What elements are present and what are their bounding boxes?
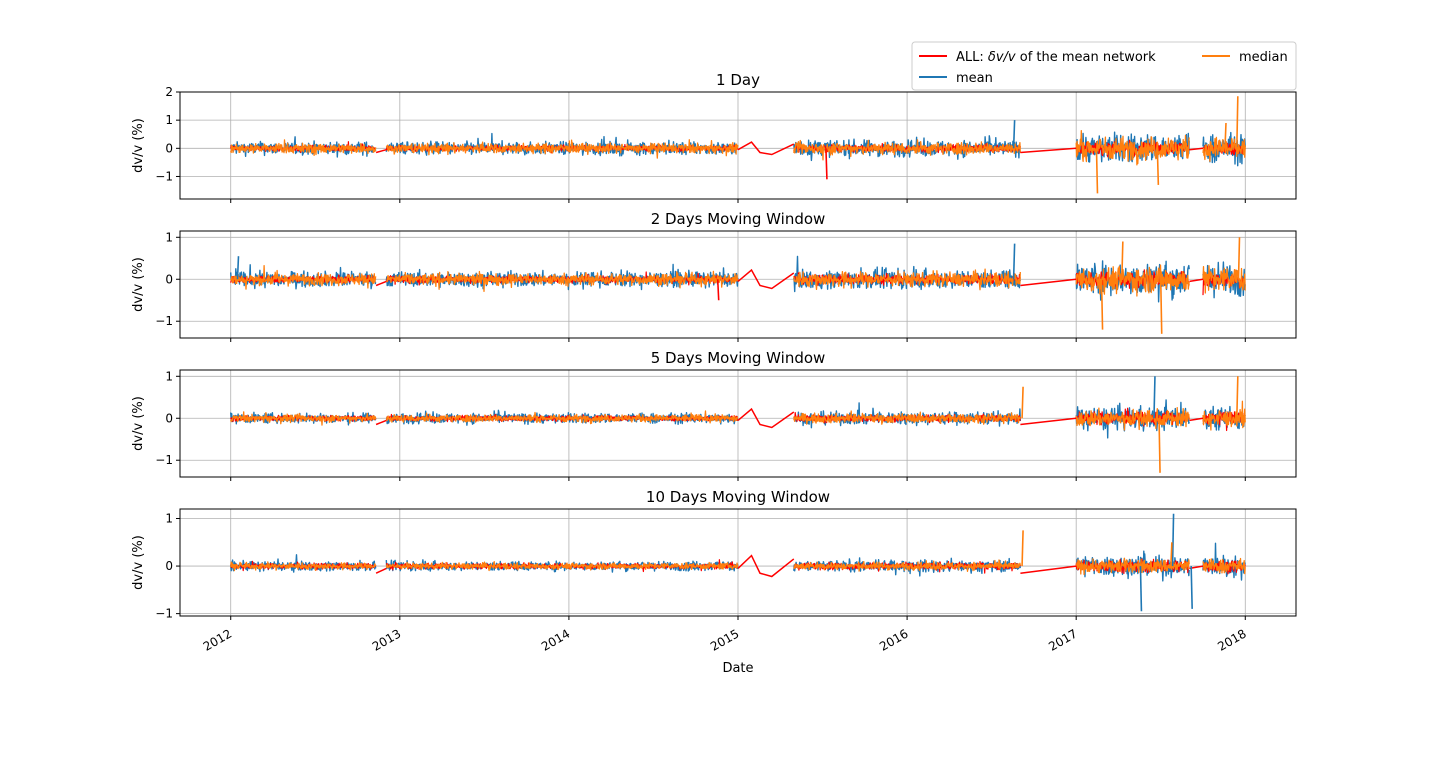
all-connector — [737, 268, 795, 290]
all-connector — [1189, 278, 1204, 283]
spike-mark — [1012, 120, 1016, 149]
x-tick-label: 2012 — [201, 626, 234, 653]
spike-mark — [716, 279, 720, 301]
spike-mark — [1190, 566, 1193, 609]
spike-mark — [1139, 566, 1143, 612]
y-tick-label: −1 — [155, 607, 173, 621]
all-connector — [1020, 417, 1077, 426]
all-connector — [1189, 417, 1204, 422]
x-tick-label: 2015 — [708, 626, 741, 653]
all-connector — [375, 419, 387, 426]
subplot-stack: −1 0 1 2 1 Day dv/v (%) −1 0 1 2 Days Moving Wind… — [131, 71, 1297, 654]
x-tick-label: 2017 — [1046, 626, 1079, 653]
y-tick-label: 0 — [165, 272, 173, 286]
all-connector — [737, 141, 795, 156]
spike-mark — [1158, 418, 1161, 473]
spike-mark — [825, 148, 828, 180]
spike-mark — [1156, 148, 1160, 185]
y-tick-label: 1 — [165, 512, 173, 526]
spike-mark — [1236, 376, 1239, 419]
plot-area — [230, 96, 1246, 194]
plot-area — [230, 237, 1246, 334]
spike-mark — [1021, 530, 1024, 567]
all-connector — [737, 554, 795, 578]
y-tick-label: −1 — [155, 453, 173, 467]
y-tick-label: 1 — [165, 230, 173, 244]
all-connector — [375, 280, 387, 287]
y-tick-label: 1 — [165, 369, 173, 383]
subplot-4: −1 0 1 10 Days Moving Window dv/v (%) — [131, 488, 1297, 621]
y-axis-label: dv/v (%) — [131, 257, 146, 312]
y-tick-label: −1 — [155, 169, 173, 183]
series-line-median — [230, 400, 1246, 431]
series-line-median — [230, 264, 1246, 297]
subplot-1: −1 0 1 2 1 Day dv/v (%) — [131, 71, 1297, 203]
y-tick-label: 0 — [165, 559, 173, 573]
spike-mark — [1159, 279, 1163, 334]
series-line-median — [230, 129, 1246, 166]
all-connector — [737, 407, 795, 429]
spike-mark — [1170, 542, 1173, 567]
y-tick-label: −1 — [155, 314, 173, 328]
x-tick-label: 2016 — [877, 626, 910, 653]
spike-mark — [1012, 243, 1016, 280]
subplot-title: 1 Day — [716, 71, 760, 89]
all-connector — [375, 148, 387, 154]
legend: ALL: δv/v of the mean network mean media… — [911, 41, 1297, 91]
y-tick-label: 0 — [165, 411, 173, 425]
plot-area — [230, 376, 1246, 473]
subplot-2: −1 0 1 2 Days Moving Window dv/v (%) — [131, 210, 1297, 342]
spike-mark — [1224, 122, 1227, 149]
legend-label-median: median — [1239, 50, 1288, 65]
subplot-title: 5 Days Moving Window — [651, 349, 826, 367]
spike-mark — [236, 256, 240, 280]
all-connector — [1020, 147, 1077, 154]
x-tick-label: 2013 — [370, 626, 403, 653]
spike-mark — [1237, 237, 1241, 280]
subplot-title: 10 Days Moving Window — [646, 488, 830, 506]
x-tick-label: 2014 — [539, 626, 572, 653]
all-connector — [375, 567, 387, 574]
spike-mark — [1021, 386, 1024, 419]
subplot-title: 2 Days Moving Window — [651, 210, 826, 228]
y-tick-label: 0 — [165, 141, 173, 155]
legend-frame — [911, 41, 1297, 91]
subplot-3: −1 0 1 5 Days Moving Window dv/v (%) — [131, 349, 1297, 481]
x-axis-label: Date — [722, 661, 753, 676]
spike-mark — [1100, 279, 1104, 330]
all-connector — [1020, 565, 1077, 574]
spike-mark — [1236, 96, 1239, 149]
spike-mark — [1121, 241, 1124, 280]
spike-mark — [1095, 148, 1099, 194]
y-tick-label: 2 — [165, 85, 173, 99]
spike-mark — [1153, 376, 1156, 419]
y-axis-label: dv/v (%) — [131, 396, 146, 451]
series-line-median — [230, 557, 1246, 576]
all-connector — [1020, 278, 1077, 287]
y-tick-label: 1 — [165, 113, 173, 127]
legend-label-all: ALL: δv/v of the mean network — [956, 50, 1156, 65]
legend-label-mean: mean — [956, 71, 993, 86]
y-axis-label: dv/v (%) — [131, 118, 146, 173]
spike-mark — [1171, 513, 1175, 567]
grid — [180, 370, 1296, 477]
all-connector — [1189, 147, 1204, 151]
y-axis-label: dv/v (%) — [131, 535, 146, 590]
plot-area — [230, 513, 1246, 612]
x-tick-label: 2018 — [1215, 626, 1248, 653]
